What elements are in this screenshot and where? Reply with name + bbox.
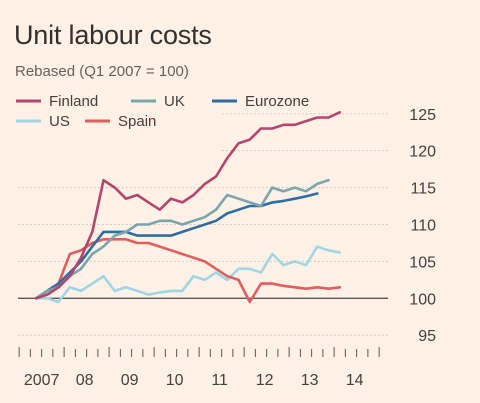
x-tick-label: 2007 [24, 372, 60, 389]
chart-subtitle: Rebased (Q1 2007 = 100) [15, 63, 189, 80]
series-line-uk [34, 178, 330, 300]
y-tick-label: 110 [410, 218, 436, 235]
x-tick-label: 09 [121, 372, 139, 389]
y-tick-label: 120 [409, 144, 436, 161]
legend-label: US [49, 113, 70, 130]
x-tick-label: 10 [166, 372, 184, 389]
y-tick-label: 125 [409, 107, 436, 124]
x-tick-label: 12 [256, 372, 274, 389]
series-line-eurozone [34, 192, 319, 300]
legend-item-uk: UK [131, 93, 185, 110]
series-line-finland [34, 111, 342, 300]
legend-item-finland: Finland [16, 93, 98, 110]
legend-label: Spain [118, 113, 156, 130]
x-axis [18, 347, 380, 357]
chart-title: Unit labour costs [14, 20, 212, 50]
legend-item-spain: Spain [85, 113, 156, 130]
legend-item-eurozone: Eurozone [212, 93, 309, 110]
legend-label: UK [164, 93, 185, 110]
series-lines [34, 111, 342, 304]
legend-label: Eurozone [245, 93, 309, 110]
x-tick-label: 14 [346, 372, 364, 389]
x-tick-label: 13 [301, 372, 319, 389]
y-tick-label: 95 [418, 328, 436, 345]
y-tick-label: 105 [409, 254, 436, 271]
legend-item-us: US [16, 113, 70, 130]
y-tick-label: 115 [410, 181, 436, 198]
gridlines [18, 113, 388, 336]
x-tick-label: 08 [76, 372, 94, 389]
series-line-spain [34, 238, 342, 304]
x-tick-label: 11 [211, 372, 228, 389]
series-line-us [34, 245, 342, 304]
legend-label: Finland [49, 93, 98, 110]
y-tick-label: 100 [409, 291, 436, 308]
legend: Finland UK Eurozone US Spain [16, 93, 309, 130]
